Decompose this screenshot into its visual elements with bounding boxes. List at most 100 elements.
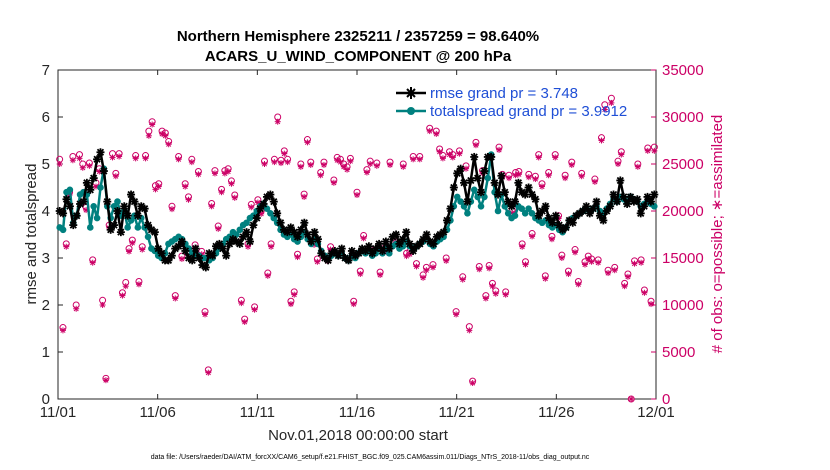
series-point xyxy=(521,210,529,217)
series-point xyxy=(595,211,604,220)
y2-tick-label: 30000 xyxy=(662,109,704,126)
x-tick-label: 11/11 xyxy=(240,404,275,421)
series-point xyxy=(294,238,301,245)
series-point xyxy=(398,235,407,244)
series-point xyxy=(592,197,601,206)
obs-assimilated-point xyxy=(178,255,185,262)
series-point xyxy=(273,209,282,218)
obs-assimilated-point xyxy=(572,249,579,256)
series-point xyxy=(619,192,628,201)
obs-assimilated-point xyxy=(208,203,215,210)
series-point xyxy=(501,203,509,210)
chart-title: Northern Hemisphere 2325211 / 2357259 = … xyxy=(177,28,539,45)
obs-assimilated-point xyxy=(545,172,552,179)
legend-rmse-label: rmse grand pr = 3.748 xyxy=(430,85,578,102)
legend-rmse-marker xyxy=(405,87,417,99)
series-point xyxy=(164,256,173,265)
obs-assimilated-point xyxy=(651,147,658,154)
series-point xyxy=(392,230,401,239)
series-point xyxy=(371,244,380,253)
footnote: data file: /Users/raeder/DAI/ATM_forcXX/… xyxy=(151,454,590,461)
obs-assimilated-point xyxy=(304,139,311,146)
obs-assimilated-point xyxy=(449,154,456,161)
obs-assimilated-point xyxy=(294,254,301,261)
y-tick-label: 4 xyxy=(42,203,50,220)
series-point xyxy=(449,183,458,192)
obs-assimilated-point xyxy=(466,327,473,334)
series-point xyxy=(375,239,384,248)
series-point xyxy=(555,221,564,230)
series-point xyxy=(266,190,275,199)
series-point xyxy=(96,148,105,157)
series-point xyxy=(457,198,464,205)
obs-assimilated-point xyxy=(456,150,463,157)
series-point xyxy=(269,197,278,206)
series-point xyxy=(602,207,611,215)
series-point xyxy=(504,210,512,217)
y2-tick-label: 10000 xyxy=(662,297,704,314)
obs-assimilated-point xyxy=(211,170,218,177)
y2-tick-label: 5000 xyxy=(662,344,695,361)
series-point xyxy=(494,190,503,199)
series-point xyxy=(249,221,258,230)
obs-assimilated-point xyxy=(486,265,493,272)
obs-assimilated-point xyxy=(231,194,238,201)
series-point xyxy=(422,230,431,239)
series-point xyxy=(633,195,642,204)
series-point xyxy=(405,239,414,248)
obs-assimilated-point xyxy=(628,396,635,402)
obs-assimilated-point xyxy=(228,180,235,187)
obs-assimilated-point xyxy=(453,311,460,318)
obs-assimilated-point xyxy=(301,193,308,200)
obs-assimilated-point xyxy=(552,154,559,161)
y-tick-label: 2 xyxy=(42,297,50,314)
series-point xyxy=(643,192,652,201)
series-point xyxy=(470,152,479,161)
series-point xyxy=(167,251,176,260)
series-point xyxy=(524,183,533,192)
obs-assimilated-point xyxy=(139,246,146,253)
obs-assimilated-point xyxy=(423,267,430,274)
obs-assimilated-point xyxy=(505,175,512,182)
obs-assimilated-point xyxy=(248,204,255,211)
obs-assimilated-point xyxy=(241,318,248,325)
series-point xyxy=(585,209,594,218)
series-point xyxy=(561,223,570,232)
obs-assimilated-point xyxy=(172,295,179,302)
obs-assimilated-point xyxy=(218,189,225,196)
series-point xyxy=(582,202,591,211)
obs-possible-series xyxy=(56,94,658,403)
obs-assimilated-point xyxy=(182,183,189,190)
series-point xyxy=(150,228,159,237)
obs-assimilated-point xyxy=(297,163,304,170)
obs-assimilated-point xyxy=(205,369,212,376)
series-point xyxy=(511,212,519,219)
obs-assimilated-point xyxy=(112,173,119,180)
obs-assimilated-point xyxy=(631,260,638,267)
obs-assimilated-point xyxy=(548,236,555,243)
series-point xyxy=(510,197,519,206)
series-point xyxy=(103,197,112,206)
obs-assimilated-point xyxy=(159,130,166,137)
series-point xyxy=(303,230,312,239)
obs-assimilated-point xyxy=(271,159,278,166)
y2-tick-label: 20000 xyxy=(662,203,704,220)
obs-assimilated-point xyxy=(387,161,394,168)
obs-assimilated-point xyxy=(648,301,655,308)
series-point xyxy=(300,218,309,227)
obs-assimilated-point xyxy=(330,179,337,186)
series-point xyxy=(464,210,471,217)
series-point xyxy=(99,167,108,176)
legend: rmse grand pr = 3.748 totalspread grand … xyxy=(396,85,627,120)
series-point xyxy=(222,251,231,260)
obs-assimilated-point xyxy=(489,283,496,290)
obs-assimilated-point xyxy=(416,156,423,163)
series-point xyxy=(110,203,118,210)
obs-assimilated-point xyxy=(264,272,271,279)
series-point xyxy=(616,176,625,185)
series-point xyxy=(317,249,326,258)
obs-assimilated-point xyxy=(119,292,126,299)
series-point xyxy=(113,207,122,215)
series-point xyxy=(528,210,536,217)
